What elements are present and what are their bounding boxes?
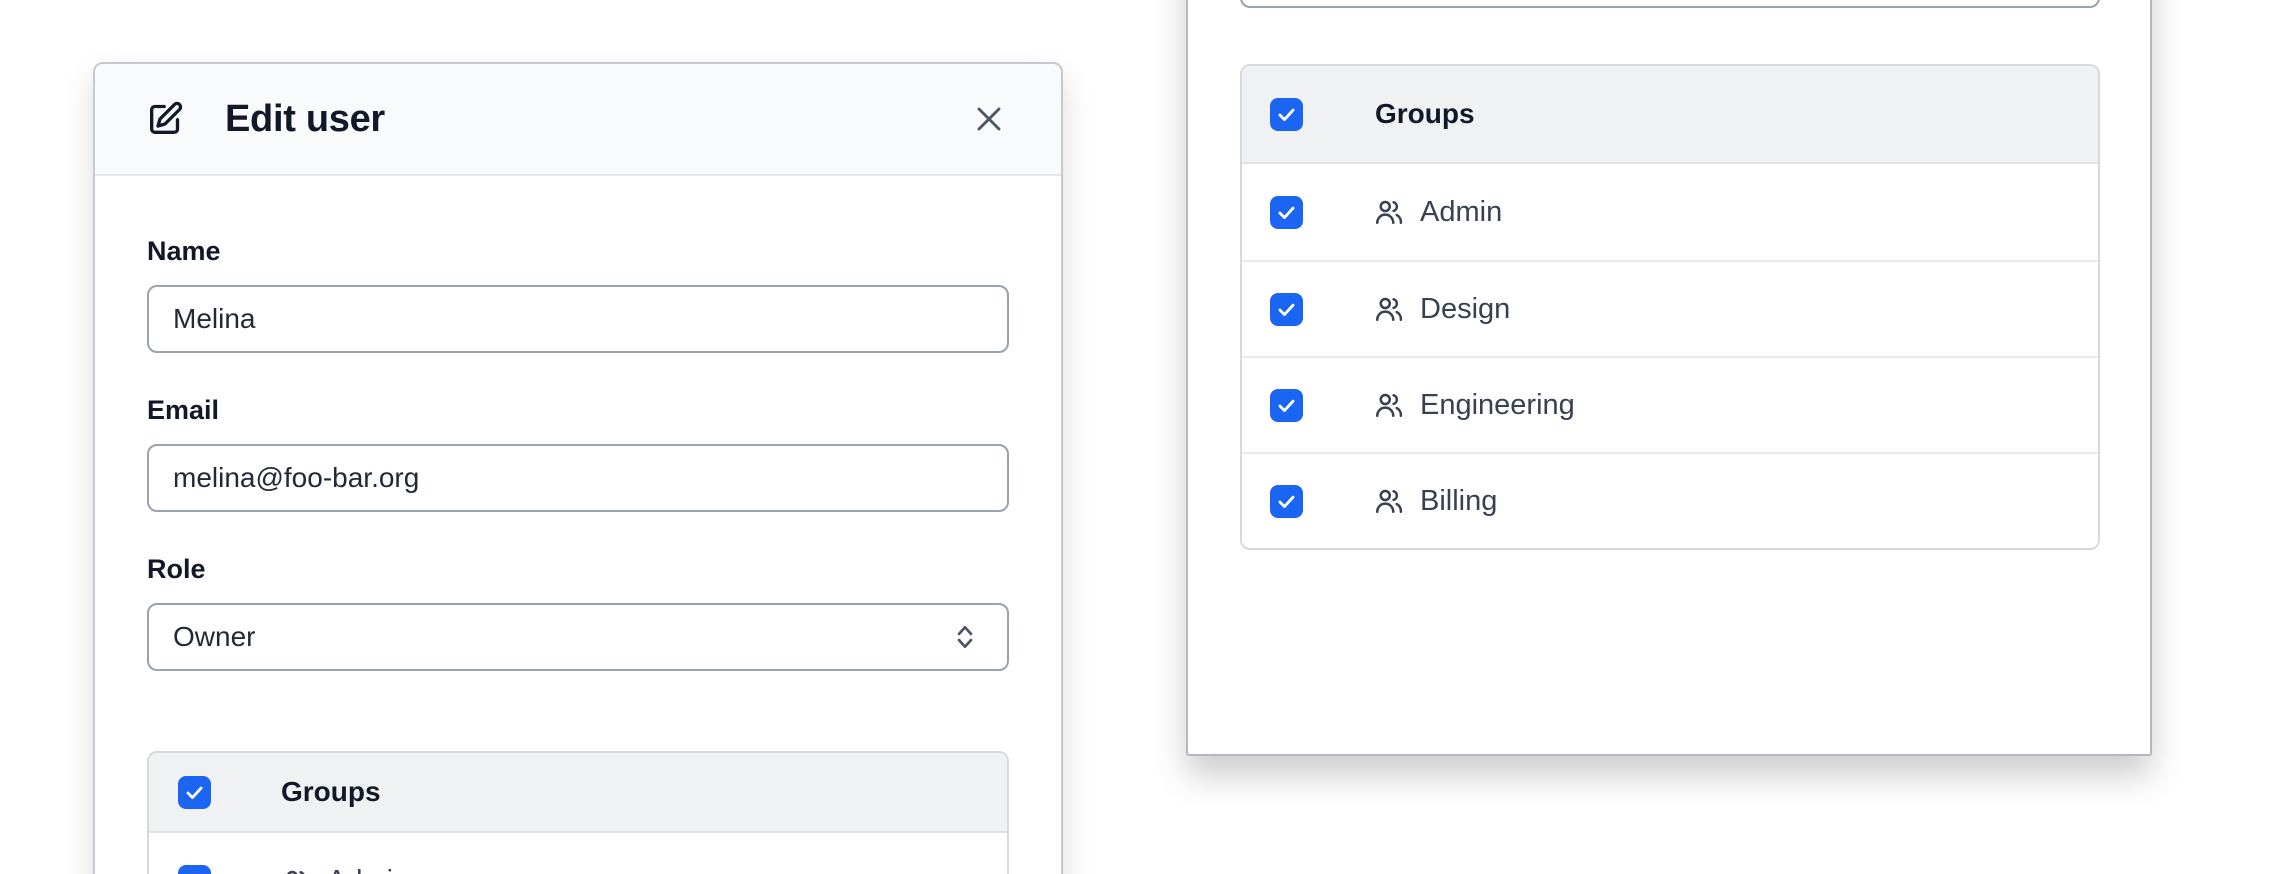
select-all-groups-checkbox[interactable] — [1270, 97, 1303, 131]
role-field-group: Role Owner — [147, 554, 1009, 671]
groups-table: Groups Admin — [147, 751, 1009, 874]
close-button[interactable] — [967, 97, 1011, 141]
group-row-engineering: Engineering — [1242, 356, 2098, 452]
checkmark-icon — [1278, 303, 1295, 316]
group-row-label: Billing — [1420, 484, 1498, 517]
role-select-bottom-edge[interactable] — [1240, 0, 2100, 8]
name-input[interactable] — [147, 285, 1009, 353]
group-row-label: Admin — [327, 865, 409, 874]
users-icon — [1376, 200, 1403, 224]
checkmark-icon — [1278, 206, 1295, 219]
groups-table: Groups Admin — [1240, 64, 2100, 550]
group-checkbox[interactable] — [1270, 195, 1303, 229]
groups-header-label: Groups — [1375, 98, 1475, 129]
role-label: Role — [147, 554, 206, 584]
edit-user-dialog-scrolled: Groups Admin — [1186, 0, 2152, 756]
chevron-up-down-icon — [957, 625, 973, 649]
group-row-billing: Billing — [1242, 452, 2098, 548]
dialog-body: Name Email Role Owner — [95, 176, 1061, 874]
group-row-label: Admin — [1420, 195, 1503, 228]
users-icon — [1376, 393, 1403, 417]
groups-table-header: Groups — [149, 753, 1007, 833]
select-all-groups-checkbox[interactable] — [178, 775, 211, 809]
group-row-design: Design — [1242, 260, 2098, 356]
email-input[interactable] — [147, 444, 1009, 512]
role-selected-value: Owner — [173, 621, 256, 652]
email-field-group: Email — [147, 395, 1009, 512]
checkmark-icon — [1278, 495, 1295, 508]
group-checkbox[interactable] — [178, 865, 211, 874]
group-checkbox[interactable] — [1270, 484, 1303, 518]
group-checkbox[interactable] — [1270, 388, 1303, 422]
group-row-label: Engineering — [1420, 388, 1575, 421]
dialog-header: Edit user — [95, 64, 1061, 176]
checkmark-icon — [1278, 399, 1295, 412]
dialog-title: Edit user — [225, 97, 385, 140]
groups-table-header: Groups — [1242, 66, 2098, 164]
name-label: Name — [147, 236, 221, 266]
edit-pencil-square-icon — [150, 101, 183, 134]
checkmark-icon — [1278, 108, 1295, 121]
role-select[interactable]: Owner — [147, 603, 1009, 671]
checkmark-icon — [186, 786, 203, 799]
group-checkbox[interactable] — [1270, 292, 1303, 326]
email-label: Email — [147, 395, 220, 425]
users-icon — [286, 870, 305, 874]
group-row-label: Design — [1420, 292, 1511, 325]
users-icon — [1376, 489, 1403, 513]
close-x-icon — [977, 107, 1001, 131]
edit-user-dialog: Edit user Name Email Role Owner — [93, 62, 1063, 874]
group-row-admin: Admin — [1242, 164, 2098, 260]
users-icon — [1376, 297, 1403, 321]
name-field-group: Name — [147, 236, 1009, 353]
group-row-admin: Admin — [149, 833, 1007, 874]
groups-header-label: Groups — [281, 776, 381, 807]
